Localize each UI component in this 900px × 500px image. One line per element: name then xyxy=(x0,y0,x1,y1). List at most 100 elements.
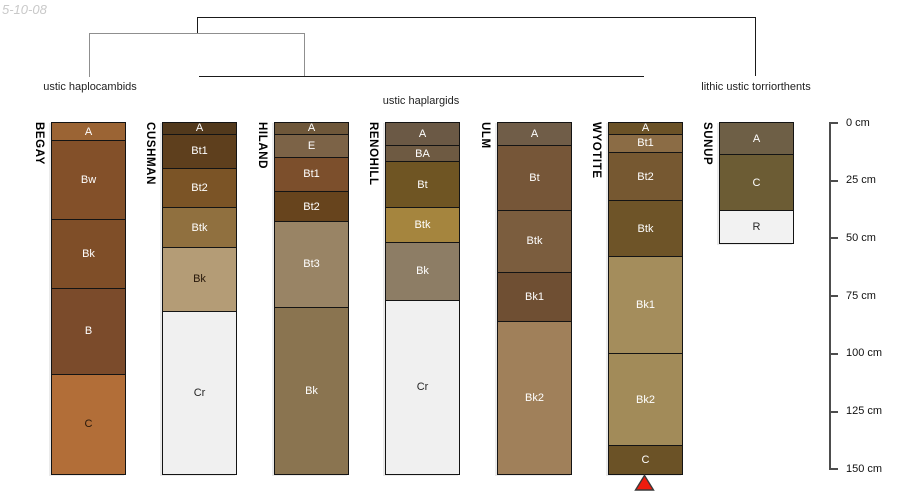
soil-column-begay: A Bw Bk B C xyxy=(51,122,126,475)
soil-column-hiland: A E Bt1 Bt2 Bt3 Bk xyxy=(274,122,349,475)
horizon-label: Bk1 xyxy=(636,298,655,311)
horizon-label: A xyxy=(641,123,650,135)
horizon-label: A xyxy=(418,128,427,141)
horizon-label: Bt xyxy=(529,171,540,184)
horizon-ulm-btk: Btk xyxy=(498,210,571,274)
horizon-sunup-r: R xyxy=(720,210,793,244)
horizon-ulm-bk1: Bk1 xyxy=(498,273,571,322)
horizon-renohill-bk: Bk xyxy=(386,243,459,301)
depth-tick xyxy=(829,237,838,240)
horizon-wyotite-bt1: Bt1 xyxy=(609,134,682,153)
horizon-wyotite-c: C xyxy=(609,446,682,474)
date-watermark: 5-10-08 xyxy=(2,2,47,17)
depth-tick xyxy=(829,410,838,413)
depth-tick-label: 125 cm xyxy=(846,405,883,418)
horizon-begay-a: A xyxy=(52,123,125,142)
column-name-ulm: ULM xyxy=(479,122,491,149)
horizon-label: Bk2 xyxy=(636,393,655,406)
dendrogram-root-line xyxy=(197,17,755,18)
horizon-label: A xyxy=(530,128,539,141)
horizon-hiland-bt3: Bt3 xyxy=(275,222,348,308)
soil-column-renohill: A BA Bt Btk Bk Cr xyxy=(385,122,460,475)
horizon-label: Bt2 xyxy=(303,200,320,213)
horizon-cushman-bt2: Bt2 xyxy=(163,169,236,209)
depth-tick-label: 0 cm xyxy=(846,116,870,129)
horizon-renohill-ba: BA xyxy=(386,146,459,163)
horizon-label: Btk xyxy=(637,222,654,235)
depth-tick-label: 50 cm xyxy=(846,231,876,244)
dendrogram-root-right-drop xyxy=(755,17,756,76)
horizon-cushman-cr: Cr xyxy=(163,312,236,474)
depth-tick-label: 75 cm xyxy=(846,289,876,302)
dendrogram-cambids-leaf-drop xyxy=(89,33,90,77)
horizon-label: R xyxy=(752,220,761,233)
horizon-label: Bt1 xyxy=(303,168,320,181)
horizon-ulm-a: A xyxy=(498,123,571,147)
horizon-wyotite-bk1: Bk1 xyxy=(609,256,682,354)
horizon-label: A xyxy=(752,132,761,145)
column-name-wyotite: WYOTITE xyxy=(590,122,602,179)
dendrogram-root-left-drop xyxy=(197,17,198,33)
horizon-renohill-btk: Btk xyxy=(386,208,459,244)
horizon-begay-bw: Bw xyxy=(52,141,125,220)
horizon-label: A xyxy=(84,125,93,138)
column-name-begay: BEGAY xyxy=(33,122,45,165)
horizon-renohill-cr: Cr xyxy=(386,300,459,474)
depth-tick xyxy=(829,122,838,124)
horizon-wyotite-bk2: Bk2 xyxy=(609,353,682,447)
depth-tick xyxy=(829,468,838,471)
horizon-hiland-bt2: Bt2 xyxy=(275,192,348,223)
horizon-wyotite-btk: Btk xyxy=(609,201,682,257)
soil-column-cushman: A Bt1 Bt2 Btk Bk Cr xyxy=(162,122,237,475)
horizon-label: BA xyxy=(415,147,430,160)
horizon-label: Bt1 xyxy=(637,137,654,150)
horizon-label: B xyxy=(84,325,93,338)
horizon-label: C xyxy=(752,176,761,189)
horizon-cushman-a: A xyxy=(163,123,236,135)
horizon-label: Bt1 xyxy=(191,145,208,158)
horizon-hiland-a: A xyxy=(275,123,348,135)
horizon-label: Bk1 xyxy=(525,290,544,303)
horizon-renohill-a: A xyxy=(386,123,459,147)
group-label-lithic-ustic-torriorthents: lithic ustic torriorthents xyxy=(701,81,811,93)
group-label-ustic-haplargids: ustic haplargids xyxy=(382,95,460,107)
horizon-ulm-bt: Bt xyxy=(498,146,571,211)
horizon-label: Bt2 xyxy=(637,170,654,183)
horizon-label: Bk2 xyxy=(525,391,544,404)
horizon-begay-b: B xyxy=(52,289,125,375)
horizon-label: C xyxy=(641,454,650,467)
horizon-begay-bk: Bk xyxy=(52,219,125,290)
horizon-ulm-bk2: Bk2 xyxy=(498,321,571,474)
soil-column-wyotite: A Bt1 Bt2 Btk Bk1 Bk2 C xyxy=(608,122,683,475)
horizon-label: A xyxy=(307,123,316,135)
horizon-cushman-bk: Bk xyxy=(163,247,236,313)
horizon-cushman-btk: Btk xyxy=(163,208,236,248)
horizon-sunup-c: C xyxy=(720,155,793,211)
depth-tick-label: 100 cm xyxy=(846,347,883,360)
horizon-cushman-bt1: Bt1 xyxy=(163,134,236,170)
horizon-label: A xyxy=(195,123,204,135)
dendrogram-cambids-branch-line xyxy=(89,33,304,34)
horizon-begay-c: C xyxy=(52,374,125,474)
column-name-renohill: RENOHILL xyxy=(367,122,379,186)
dendrogram-haplargids-group-line xyxy=(199,76,644,77)
selected-profile-marker-triangle xyxy=(634,474,655,491)
horizon-label: Bk xyxy=(82,248,95,261)
horizon-wyotite-a: A xyxy=(609,123,682,135)
horizon-label: E xyxy=(307,139,316,152)
soil-column-ulm: A Bt Btk Bk1 Bk2 xyxy=(497,122,572,475)
group-label-ustic-haplocambids: ustic haplocambids xyxy=(43,81,137,93)
depth-tick-label: 25 cm xyxy=(846,174,876,187)
horizon-label: Cr xyxy=(193,387,206,400)
column-name-sunup: SUNUP xyxy=(701,122,713,166)
horizon-hiland-bt1: Bt1 xyxy=(275,157,348,193)
horizon-label: Bk xyxy=(416,265,429,278)
horizon-hiland-e: E xyxy=(275,134,348,158)
horizon-label: Bt3 xyxy=(303,258,320,271)
horizon-label: Cr xyxy=(416,381,429,394)
depth-tick xyxy=(829,295,838,298)
depth-tick-label: 150 cm xyxy=(846,462,883,475)
horizon-label: C xyxy=(84,418,93,431)
depth-tick xyxy=(829,352,838,355)
